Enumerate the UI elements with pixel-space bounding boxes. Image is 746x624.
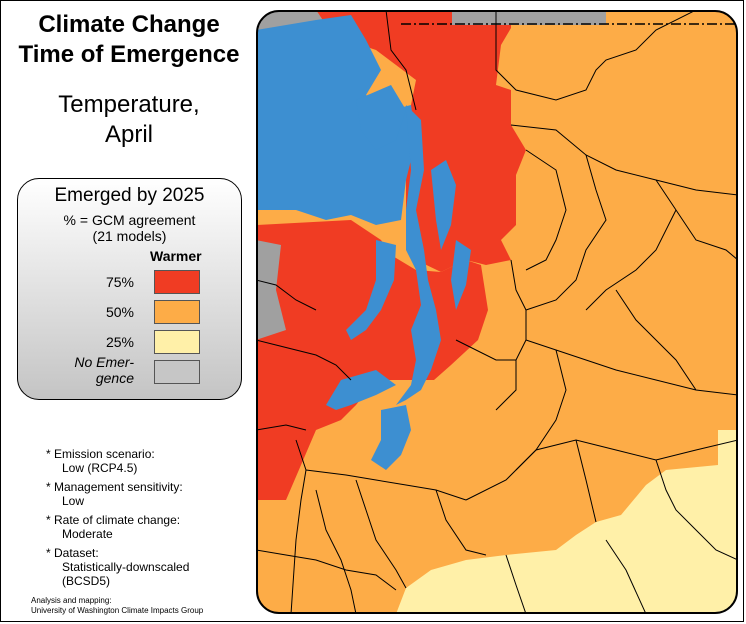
legend-label-25: 25% (105, 334, 134, 350)
note-value-line-2: (BCSD5) (62, 574, 111, 588)
legend-item-75: 75% (18, 270, 241, 296)
legend-swatch-75 (154, 270, 200, 294)
subtitle-line-2: April (104, 121, 153, 148)
map-title: Climate Change Time of Emergence (0, 10, 258, 70)
legend-item-no-emergence: No Emer- gence (18, 354, 241, 386)
note-value: Low (RCP4.5) (62, 461, 138, 475)
map-water (257, 15, 471, 470)
note-value: Moderate (62, 527, 113, 541)
credit-line-1: Analysis and mapping: (31, 596, 112, 605)
note-value-line-1: Statistically-downscaled (62, 560, 190, 574)
legend-swatch-25 (154, 330, 200, 354)
legend-label-no-emergence-line-1: No Emer- (74, 354, 134, 370)
legend-swatch-50 (154, 300, 200, 324)
map-zone-gray-top (452, 11, 606, 25)
map-subtitle: Temperature, April (0, 90, 258, 150)
legend-label-no-emergence-line-2: gence (95, 370, 134, 386)
map-zone-25-southeast (396, 430, 737, 613)
note-emission-scenario: * Emission scenario: Low (RCP4.5) (46, 447, 256, 475)
note-label: * Rate of climate change: (46, 513, 181, 527)
legend-item-25: 25% (18, 330, 241, 356)
credit: Analysis and mapping: University of Wash… (31, 596, 203, 616)
title-line-1: Climate Change (38, 11, 220, 38)
subtitle-line-1: Temperature, (58, 91, 200, 118)
legend-note: % = GCM agreement (21 models) (18, 212, 241, 244)
legend-label-no-emergence: No Emer- gence (74, 354, 134, 386)
legend-heading: Emerged by 2025 (54, 185, 205, 206)
legend-direction-label: Warmer (150, 248, 202, 264)
note-label: * Management sensitivity: (46, 480, 183, 494)
map-boundaries (257, 11, 737, 613)
legend-note-line-1: % = GCM agreement (63, 212, 196, 228)
note-label: * Dataset: (46, 546, 99, 560)
legend-note-line-2: (21 models) (92, 228, 167, 244)
legend-label-75: 75% (105, 274, 134, 290)
title-line-2: Time of Emergence (18, 41, 240, 68)
legend-swatch-no-emergence (154, 360, 200, 384)
map-border (256, 10, 738, 614)
note-value: Low (62, 494, 85, 508)
credit-line-2: University of Washington Climate Impacts… (31, 606, 204, 615)
map-zone-gray-peninsula (257, 240, 286, 340)
regional-map (256, 10, 738, 614)
note-dataset: * Dataset: Statistically-downscaled (BCS… (46, 546, 256, 588)
legend-label-50: 50% (105, 304, 134, 320)
legend-item-50: 50% (18, 300, 241, 326)
note-management-sensitivity: * Management sensitivity: Low (46, 480, 256, 508)
note-rate-of-change: * Rate of climate change: Moderate (46, 513, 256, 541)
scenario-notes: * Emission scenario: Low (RCP4.5) * Mana… (46, 447, 256, 593)
legend-box: Emerged by 2025 % = GCM agreement (21 mo… (17, 178, 242, 400)
note-label: * Emission scenario: (46, 447, 155, 461)
